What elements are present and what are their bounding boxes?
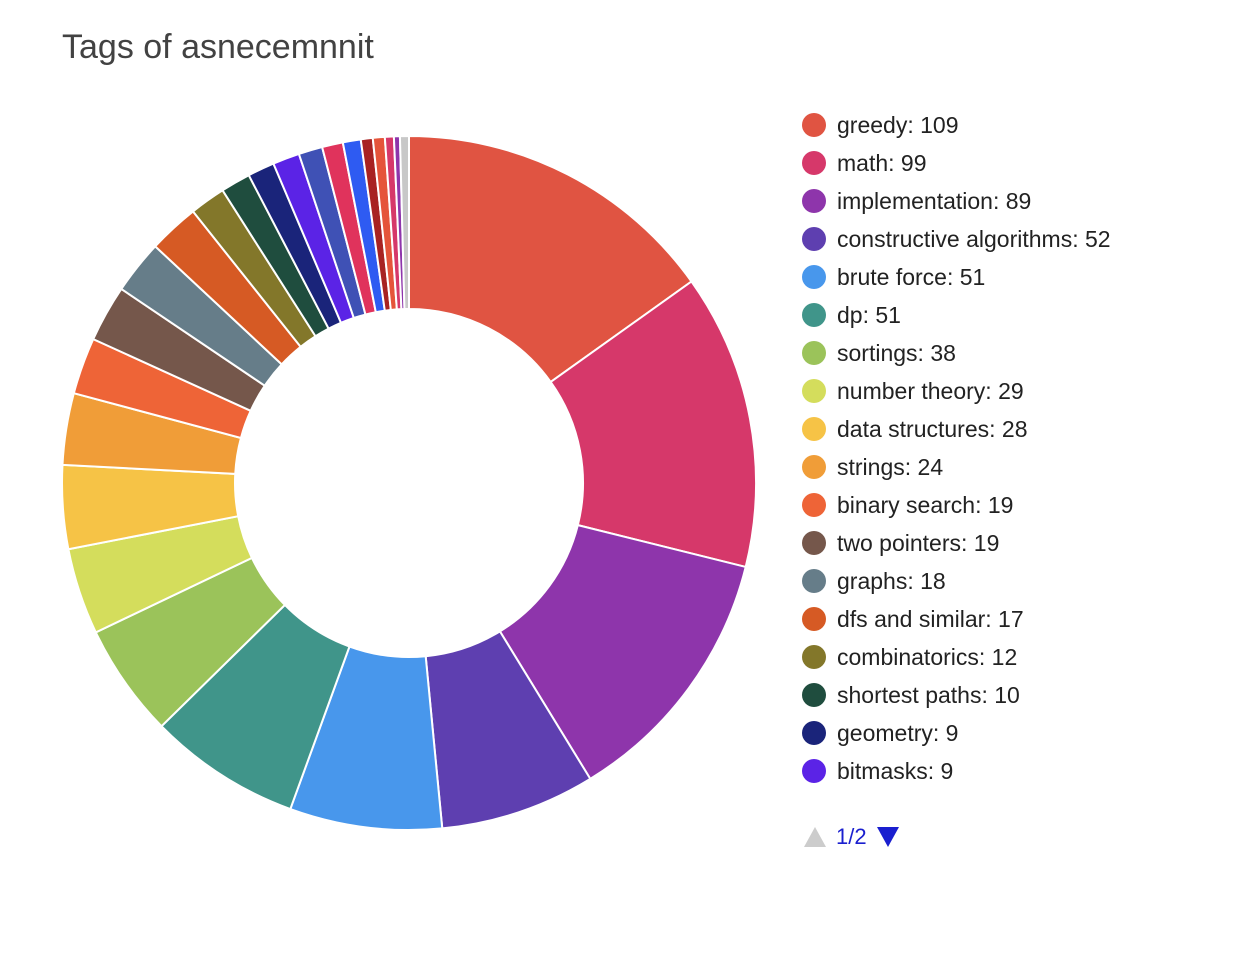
legend-label: graphs: 18	[837, 567, 946, 594]
legend-label: number theory: 29	[837, 377, 1024, 404]
legend-swatch	[802, 341, 826, 365]
legend-swatch	[802, 645, 826, 669]
legend-item-combinatorics[interactable]: combinatorics: 12	[802, 638, 1222, 676]
legend-item-geometry[interactable]: geometry: 9	[802, 714, 1222, 752]
legend-swatch	[802, 151, 826, 175]
chart-title: Tags of asnecemnnit	[62, 28, 374, 66]
legend-item-strings[interactable]: strings: 24	[802, 448, 1222, 486]
legend: greedy: 109 math: 99 implementation: 89 con…	[802, 106, 1222, 790]
legend-swatch	[802, 683, 826, 707]
legend-swatch	[802, 493, 826, 517]
legend-swatch	[802, 607, 826, 631]
legend-swatch	[802, 417, 826, 441]
legend-swatch	[802, 303, 826, 327]
pager-prev-icon	[804, 827, 826, 847]
legend-item-sortings[interactable]: sortings: 38	[802, 334, 1222, 372]
legend-item-data-structures[interactable]: data structures: 28	[802, 410, 1222, 448]
legend-swatch	[802, 569, 826, 593]
legend-label: sortings: 38	[837, 339, 956, 366]
legend-pager: 1/2	[802, 824, 901, 850]
slice-greedy[interactable]	[408, 134, 693, 384]
legend-swatch	[802, 189, 826, 213]
slice-implementation[interactable]	[498, 523, 747, 781]
legend-item-number-theory[interactable]: number theory: 29	[802, 372, 1222, 410]
donut-chart	[61, 134, 757, 831]
legend-label: geometry: 9	[837, 719, 959, 746]
legend-label: constructive algorithms: 52	[837, 225, 1111, 252]
legend-label: bitmasks: 9	[837, 757, 954, 784]
legend-label: implementation: 89	[837, 187, 1032, 214]
legend-item-brute-force[interactable]: brute force: 51	[802, 258, 1222, 296]
legend-swatch	[802, 455, 826, 479]
legend-label: two pointers: 19	[837, 529, 1000, 556]
legend-swatch	[802, 265, 826, 289]
legend-item-dfs-and-similar[interactable]: dfs and similar: 17	[802, 600, 1222, 638]
legend-label: binary search: 19	[837, 491, 1014, 518]
legend-item-graphs[interactable]: graphs: 18	[802, 562, 1222, 600]
legend-swatch	[802, 759, 826, 783]
legend-swatch	[802, 379, 826, 403]
legend-label: greedy: 109	[837, 111, 959, 138]
legend-swatch	[802, 113, 826, 137]
legend-swatch	[802, 531, 826, 555]
legend-swatch	[802, 721, 826, 745]
legend-swatch	[802, 227, 826, 251]
legend-item-bitmasks[interactable]: bitmasks: 9	[802, 752, 1222, 790]
legend-label: combinatorics: 12	[837, 643, 1018, 670]
slice-other-25[interactable]	[398, 134, 410, 311]
legend-label: brute force: 51	[837, 263, 986, 290]
slice-math[interactable]	[549, 280, 757, 569]
legend-item-implementation[interactable]: implementation: 89	[802, 182, 1222, 220]
legend-label: data structures: 28	[837, 415, 1028, 442]
legend-item-math[interactable]: math: 99	[802, 144, 1222, 182]
pager-next-icon[interactable]	[875, 824, 901, 850]
legend-item-binary-search[interactable]: binary search: 19	[802, 486, 1222, 524]
legend-item-constructive-algorithms[interactable]: constructive algorithms: 52	[802, 220, 1222, 258]
legend-label: math: 99	[837, 149, 927, 176]
pager-prev-triangle	[804, 827, 826, 847]
pager-next-triangle[interactable]	[876, 827, 899, 847]
pager-page-text: 1/2	[836, 824, 867, 849]
legend-item-greedy[interactable]: greedy: 109	[802, 106, 1222, 144]
legend-label: dp: 51	[837, 301, 901, 328]
legend-label: dfs and similar: 17	[837, 605, 1024, 632]
legend-item-two-pointers[interactable]: two pointers: 19	[802, 524, 1222, 562]
legend-item-dp[interactable]: dp: 51	[802, 296, 1222, 334]
legend-item-shortest-paths[interactable]: shortest paths: 10	[802, 676, 1222, 714]
legend-label: shortest paths: 10	[837, 681, 1020, 708]
legend-label: strings: 24	[837, 453, 944, 480]
